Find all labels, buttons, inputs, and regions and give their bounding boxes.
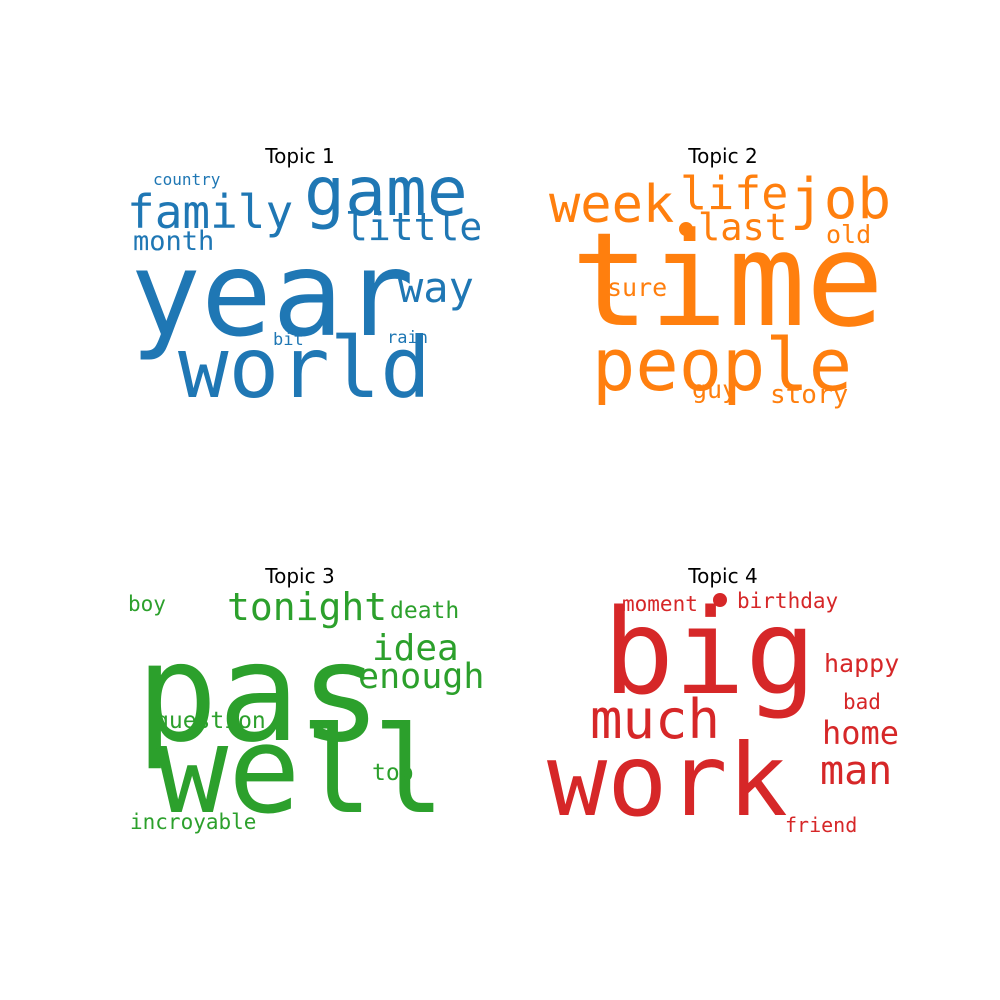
word-game: game (304, 153, 468, 232)
word-month: month (133, 226, 214, 257)
word-guy: guy (692, 375, 737, 404)
word-little: little (345, 205, 482, 249)
word-sure: sure (607, 273, 667, 302)
word-death: death (390, 598, 459, 624)
word-work: work (547, 722, 788, 839)
dot-mark-topic-2 (679, 222, 693, 236)
word-year: year (130, 225, 414, 363)
panel-title: Topic 3 (264, 564, 334, 588)
word-world: world (178, 319, 431, 417)
word-life: life (680, 167, 788, 220)
word-enough: enough (358, 657, 484, 697)
word-rain: rain (387, 328, 428, 348)
word-incroyable: incroyable (130, 810, 256, 834)
word-last: last (698, 206, 787, 249)
word-man: man (820, 748, 892, 794)
word-happy: happy (824, 649, 899, 678)
word-family: family (127, 185, 293, 239)
word-idea: idea (372, 628, 459, 669)
word-moment: moment (622, 592, 698, 616)
word-birthday: birthday (737, 589, 838, 613)
word-tonight: tonight (227, 585, 387, 629)
panel-title: Topic 2 (687, 144, 757, 168)
word-much: much (590, 688, 720, 751)
panel-title: Topic 4 (687, 564, 757, 588)
word-pas: pas (136, 615, 382, 773)
panel-title: Topic 1 (264, 144, 334, 168)
word-bad: bad (843, 690, 881, 714)
word-well: well (156, 702, 445, 841)
word-people: people (592, 323, 852, 407)
word-boy: boy (128, 592, 166, 616)
word-job: job (790, 167, 891, 232)
word-top: top (372, 760, 414, 786)
word-week: week (549, 175, 674, 235)
word-story: story (770, 380, 848, 410)
word-big: big (603, 583, 816, 721)
dot-mark-topic-4 (713, 593, 727, 607)
word-time: time (571, 204, 884, 356)
word-bit: bit (273, 330, 304, 350)
word-country: country (153, 170, 221, 189)
word-way: way (398, 263, 474, 312)
word-home: home (822, 714, 899, 752)
word-friend: friend (785, 813, 857, 837)
word-question: question (155, 708, 266, 734)
word-old: old (826, 220, 871, 249)
